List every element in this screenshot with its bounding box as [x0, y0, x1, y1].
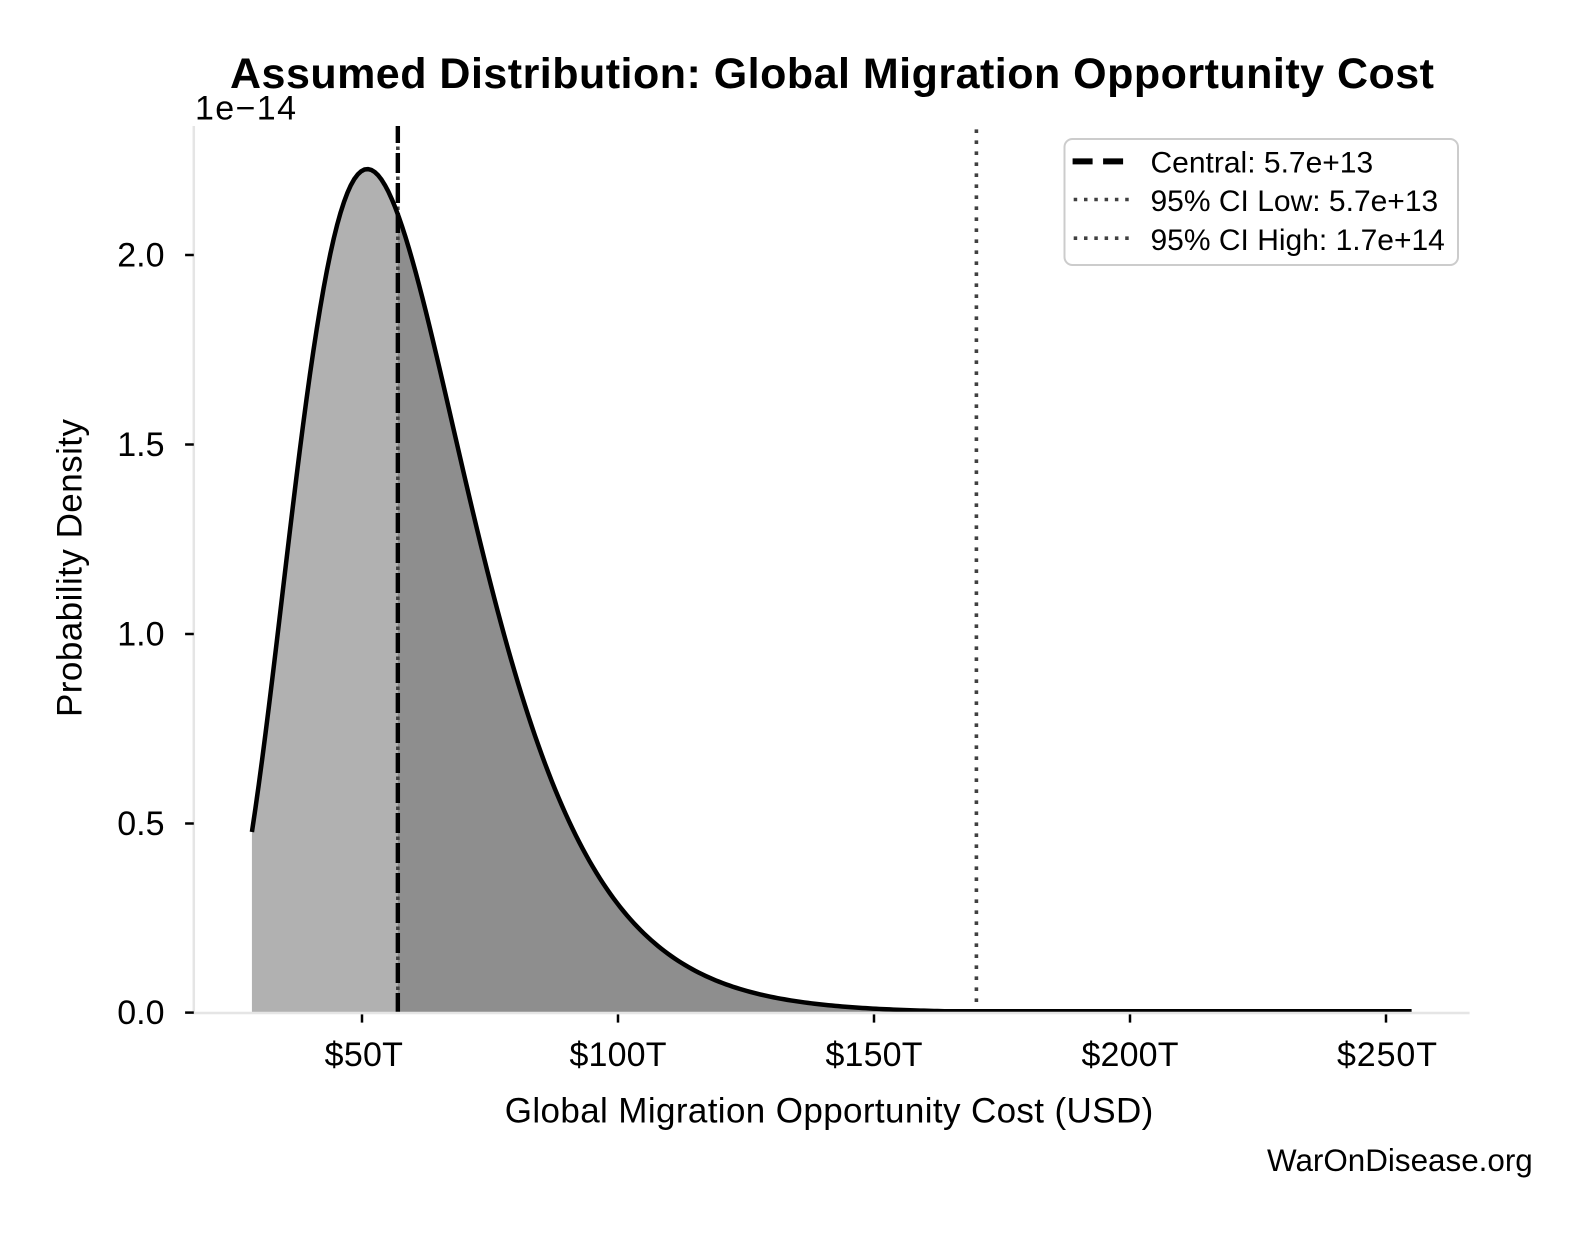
- svg-text:$250T: $250T: [1337, 1036, 1437, 1074]
- svg-text:2.0: 2.0: [117, 237, 164, 275]
- svg-text:Global Migration Opportunity C: Global Migration Opportunity Cost (USD): [505, 1091, 1154, 1130]
- svg-text:95% CI High: 1.7e+14: 95% CI High: 1.7e+14: [1151, 224, 1445, 257]
- svg-text:1e−14: 1e−14: [195, 90, 296, 128]
- svg-text:1.0: 1.0: [117, 616, 164, 654]
- svg-text:Central: 5.7e+13: Central: 5.7e+13: [1151, 147, 1374, 180]
- svg-text:$50T: $50T: [325, 1036, 403, 1074]
- svg-text:WarOnDisease.org: WarOnDisease.org: [1267, 1143, 1533, 1178]
- svg-text:1.5: 1.5: [117, 426, 164, 464]
- svg-text:Probability Density: Probability Density: [51, 419, 90, 718]
- svg-text:0.0: 0.0: [117, 994, 164, 1032]
- svg-text:0.5: 0.5: [117, 805, 164, 843]
- svg-text:95% CI Low: 5.7e+13: 95% CI Low: 5.7e+13: [1151, 185, 1439, 218]
- svg-text:$150T: $150T: [826, 1036, 923, 1074]
- svg-text:$100T: $100T: [570, 1036, 667, 1074]
- svg-text:Assumed Distribution: Global M: Assumed Distribution: Global Migration O…: [230, 50, 1434, 98]
- svg-text:$200T: $200T: [1082, 1036, 1179, 1074]
